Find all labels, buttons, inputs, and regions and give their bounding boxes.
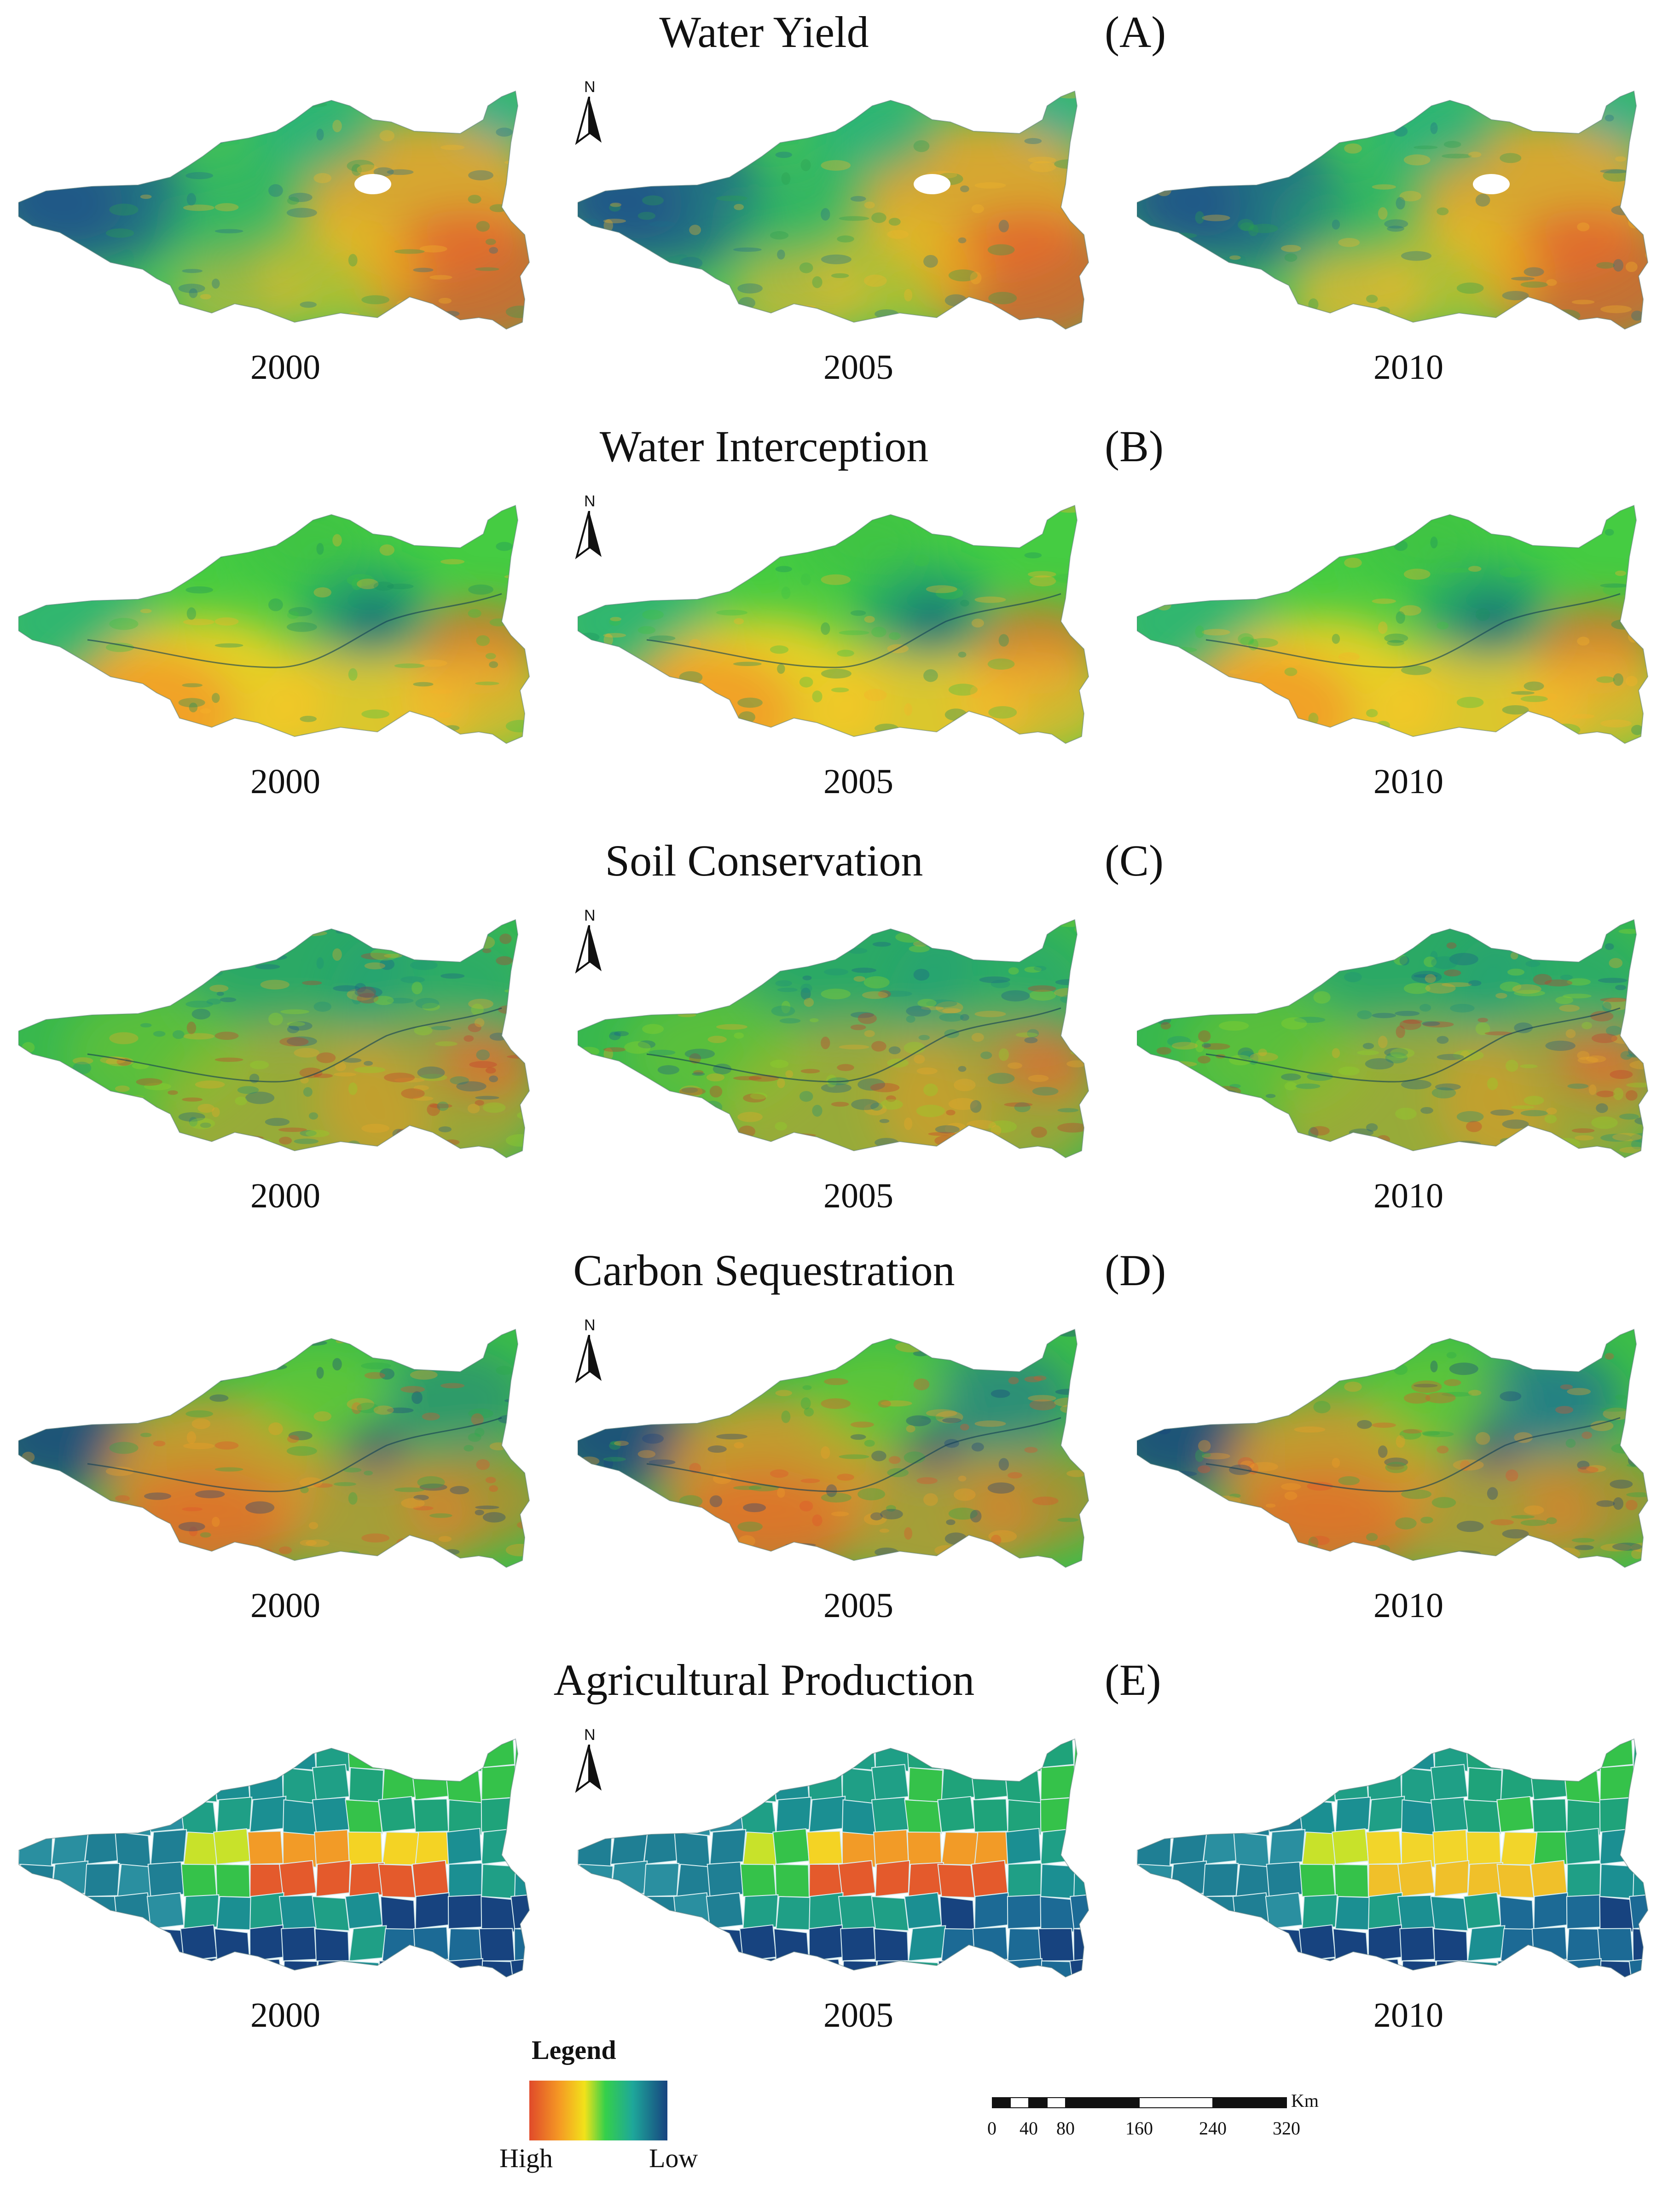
north-label: N xyxy=(584,1316,596,1334)
map-sc-2 xyxy=(1137,919,1649,1159)
map-cs-1 xyxy=(578,1328,1089,1568)
map-wi-2 xyxy=(1137,505,1649,744)
map-year-label: 2005 xyxy=(823,762,893,801)
map-year-label: 2010 xyxy=(1373,348,1443,387)
map-sc-1 xyxy=(578,919,1089,1159)
map-year-label: 2010 xyxy=(1373,1996,1443,2035)
panel-title: Agricultural Production xyxy=(553,1655,975,1705)
north-label: N xyxy=(584,907,596,924)
map-year-label: 2005 xyxy=(823,348,893,387)
legend-title: Legend xyxy=(532,2035,616,2065)
map-year-label: 2000 xyxy=(250,1996,320,2035)
scale-tick-label: 160 xyxy=(1125,2118,1153,2139)
map-year-label: 2010 xyxy=(1373,1177,1443,1215)
map-year-label: 2010 xyxy=(1373,1586,1443,1625)
north-label: N xyxy=(584,493,596,510)
panel-letter: (B) xyxy=(1105,422,1164,471)
map-sc-0 xyxy=(18,919,530,1159)
scale-tick-label: 320 xyxy=(1273,2118,1300,2139)
panel-letter: (A) xyxy=(1105,7,1166,57)
north-label: N xyxy=(584,1726,596,1744)
legend-color-ramp xyxy=(529,2081,667,2140)
panel-letter: (D) xyxy=(1105,1246,1166,1295)
legend-high-label: High xyxy=(499,2143,553,2173)
map-wy-1 xyxy=(578,90,1089,330)
map-year-label: 2005 xyxy=(823,1177,893,1215)
scale-tick-label: 0 xyxy=(987,2118,996,2139)
map-cs-2 xyxy=(1137,1328,1649,1568)
scale-tick-label: 40 xyxy=(1020,2118,1038,2139)
map-wi-1 xyxy=(578,505,1089,744)
map-wi-0 xyxy=(18,505,530,744)
legend-low-label: Low xyxy=(649,2143,698,2173)
map-year-label: 2010 xyxy=(1373,762,1443,801)
map-ap-0 xyxy=(18,1738,530,1978)
map-wy-0 xyxy=(18,90,530,330)
panel-title: Carbon Sequestration xyxy=(573,1246,955,1295)
panel-title: Soil Conservation xyxy=(605,836,923,885)
panel-title: Water Yield xyxy=(659,7,869,57)
scale-unit: Km xyxy=(1291,2090,1319,2111)
map-ap-2 xyxy=(1137,1738,1649,1978)
panel-title: Water Interception xyxy=(599,422,929,471)
map-cs-0 xyxy=(18,1328,530,1568)
map-wy-2 xyxy=(1137,90,1649,330)
scale-tick-label: 80 xyxy=(1056,2118,1075,2139)
panel-letter: (E) xyxy=(1105,1655,1161,1705)
map-year-label: 2005 xyxy=(823,1586,893,1625)
panel-letter: (C) xyxy=(1105,836,1164,885)
map-year-label: 2000 xyxy=(250,1586,320,1625)
map-year-label: 2005 xyxy=(823,1996,893,2035)
map-year-label: 2000 xyxy=(250,348,320,387)
map-year-label: 2000 xyxy=(250,1177,320,1215)
map-year-label: 2000 xyxy=(250,762,320,801)
scale-tick-label: 240 xyxy=(1199,2118,1227,2139)
north-label: N xyxy=(584,78,596,96)
map-ap-1 xyxy=(578,1738,1089,1978)
